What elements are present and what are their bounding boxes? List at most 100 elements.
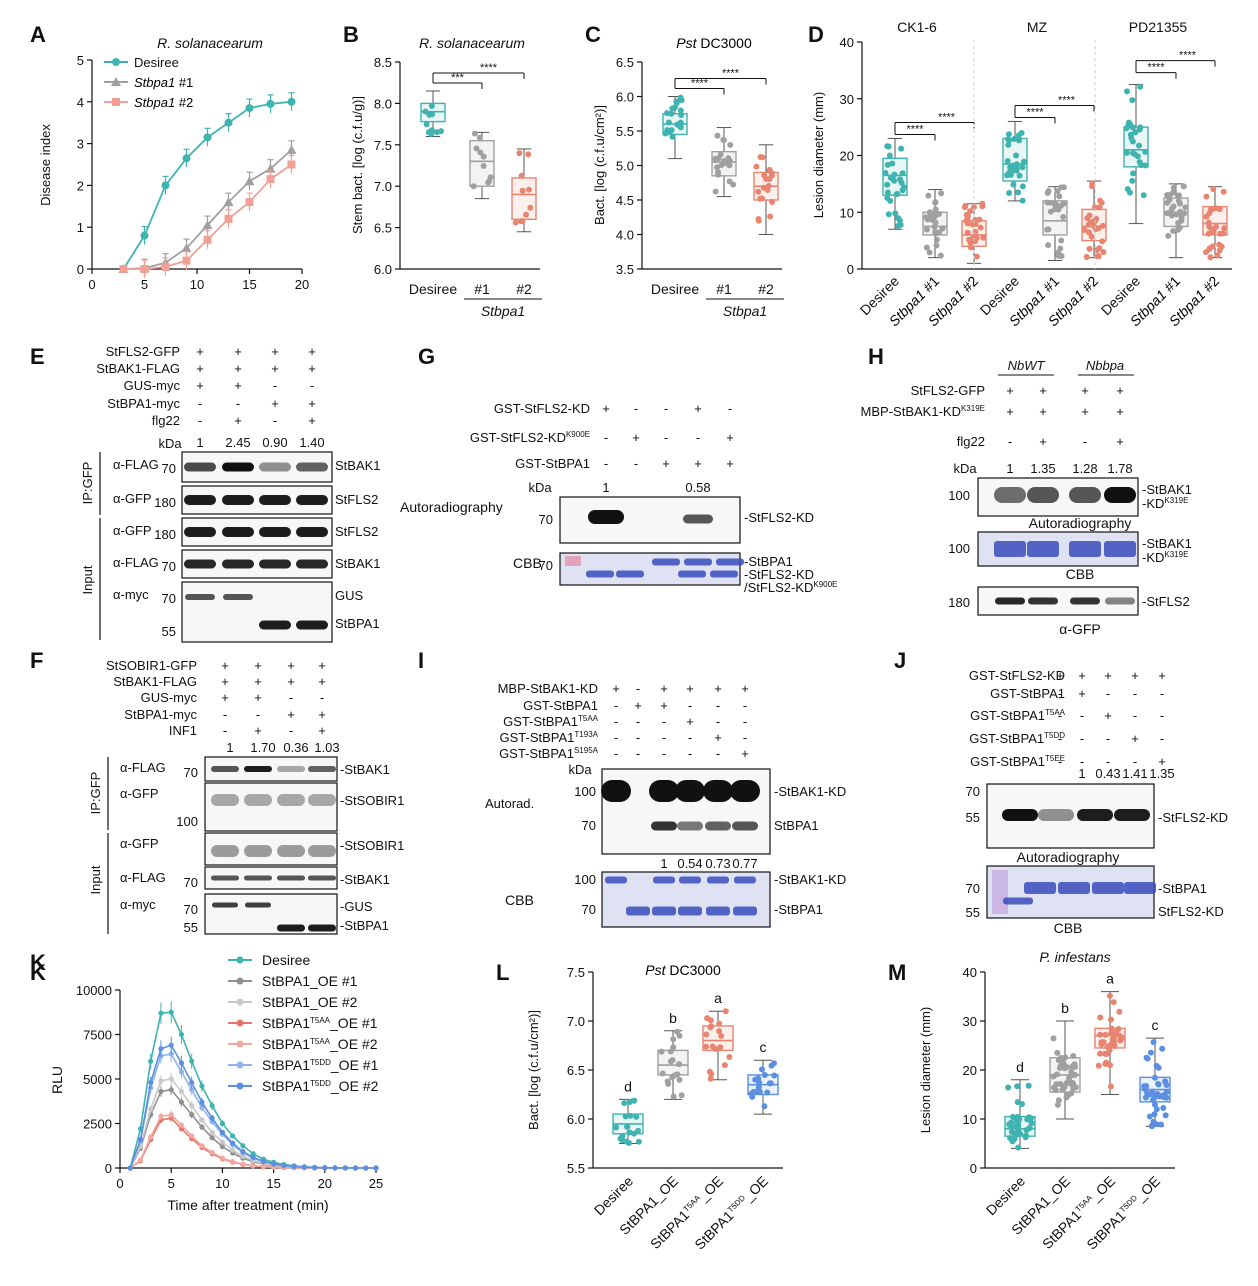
panel-K-y-tick-label: 2500 (83, 1117, 112, 1132)
panel-K-point (250, 1163, 256, 1169)
panel-H-band (994, 487, 1026, 503)
panel-L-letter: c (760, 1039, 767, 1055)
panel-G-cbb-label: CBB (513, 555, 542, 571)
panel-L-y-tick-label: 7.0 (567, 1014, 585, 1029)
panel-L-box-point (624, 1123, 631, 1130)
panel-H-row-label: StFLS2-GFP (911, 383, 985, 398)
panel-E-sign: - (198, 396, 202, 411)
panel-A-x-tick-label: 0 (88, 277, 95, 292)
panel-K-ylabel: RLU (49, 1066, 65, 1094)
panel-J-cbb-band-label: StFLS2-KD (1158, 904, 1224, 919)
panel-F-row-label: GUS-myc (141, 690, 198, 705)
panel-M-box-point (1104, 1044, 1111, 1051)
panel-D-box-point (1086, 212, 1093, 219)
panel-M-box-point (1015, 1144, 1022, 1151)
panel-E-row-label: StBPA1-myc (107, 396, 180, 411)
panel-F-blot (204, 832, 338, 866)
panel-M-box-point (1107, 1016, 1114, 1023)
panel-H-sign: + (1039, 383, 1047, 398)
panel-G-band-label: -StFLS2-KD (744, 510, 814, 525)
panel-K-point (219, 1129, 225, 1135)
panel-B-box-2-point (512, 219, 519, 226)
panel-D-box-point (933, 236, 940, 243)
panel-L-box-point (753, 1088, 760, 1095)
panel-D-box-point (1100, 249, 1107, 256)
panel-D-box-point (1170, 227, 1177, 234)
panel-M-box-point (1006, 1121, 1013, 1128)
panel-E-sign: + (308, 344, 316, 359)
panel-M-box-point (1025, 1082, 1032, 1089)
panel-M-box-point (1110, 1031, 1117, 1038)
panel-G-sign: - (696, 430, 700, 445)
panel-C-y-tick-label: 4.0 (616, 228, 634, 243)
panel-L-box-point (716, 1020, 723, 1027)
panel-F-band (308, 845, 336, 857)
panel-D-box-point (964, 220, 971, 227)
panel-H-sign: + (1116, 434, 1124, 449)
panel-M-box-point (1061, 1083, 1068, 1090)
panel-M-box-point (1117, 1037, 1124, 1044)
panel-G-row-label: GST-StFLS2-KDK900E (470, 430, 590, 445)
panel-M-box-point (1110, 999, 1117, 1006)
panel-H-cbb-band (1104, 541, 1136, 557)
panel-D-sig: **** (1147, 62, 1165, 74)
panel-C-box-2-point (753, 163, 760, 170)
panel-I-sign: - (614, 730, 618, 745)
panel-J-sign: - (1080, 708, 1084, 723)
panel-E-antibody: α-FLAG (113, 457, 159, 472)
panel-L-letter: d (624, 1078, 632, 1094)
panel-D-box-point (1016, 172, 1023, 179)
panel-D-box-point (970, 204, 977, 211)
panel-B-sig: *** (451, 72, 465, 84)
panel-L-box-point (766, 1080, 773, 1087)
panel-C-box-0-point (667, 128, 674, 135)
panel-M-box-point (1155, 1081, 1162, 1088)
panel-D-box-point (1081, 226, 1088, 233)
panel-D-box-point (1088, 233, 1095, 240)
panel-D-box-point (1137, 83, 1144, 90)
panel-M-box-point (1068, 1079, 1075, 1086)
panel-I-sign: + (660, 698, 668, 713)
panel-M-box-point (1102, 1031, 1109, 1038)
panel-G-cbb-band-label: -StFLS2-KD (744, 567, 814, 582)
panel-J-mw: 70 (966, 784, 980, 799)
panel-F-band (277, 875, 305, 881)
panel-letter-D: D (808, 22, 824, 47)
panel-A-point (182, 154, 191, 163)
panel-F-quant: 1 (226, 740, 233, 755)
panel-E-row-label: StFLS2-GFP (106, 344, 180, 359)
panel-F-band-label: -StSOBIR1 (340, 793, 404, 808)
panel-M-letter: d (1016, 1059, 1024, 1075)
panel-K-y-tick-label: 10000 (76, 983, 112, 998)
panel-E-band (222, 495, 254, 505)
panel-D-box-point (937, 252, 944, 259)
panel-A-point (119, 265, 128, 273)
panel-I-quant: 0.73 (705, 856, 730, 871)
panel-K-legend-marker (236, 1019, 244, 1027)
panel-letter-K: K (30, 950, 46, 975)
panel-J-cbb-band (1124, 882, 1156, 894)
panel-M-box-point (1160, 1104, 1167, 1111)
panel-H-sign: + (1116, 383, 1124, 398)
panel-B-box-1-point (476, 134, 483, 141)
panel-F-sign: - (289, 723, 293, 738)
panel-H-sign: + (1006, 404, 1014, 419)
panel-K-legend-marker (236, 956, 244, 964)
panel-D-box-point (1055, 206, 1062, 213)
panel-D-box-point (1216, 206, 1223, 213)
panel-I-cbb-band (652, 906, 676, 916)
panel-B-box-2-point (523, 211, 530, 218)
panel-C-box-2-point (755, 215, 762, 222)
panel-F-band (211, 766, 239, 772)
panel-M-box-point (1146, 1113, 1153, 1120)
panel-D-box-point (939, 225, 946, 232)
panel-K-point (158, 1078, 164, 1084)
panel-D-box-point (899, 170, 906, 177)
panel-E-band-label: GUS (335, 588, 364, 603)
panel-C-box-0-point (662, 130, 669, 137)
panel-C-box-2-point (768, 198, 775, 205)
panel-D-box-point (1207, 254, 1214, 261)
panel-L-box-point (718, 1032, 725, 1039)
panel-M-box-point (1009, 1138, 1016, 1145)
panel-L-box-point (678, 1092, 685, 1099)
